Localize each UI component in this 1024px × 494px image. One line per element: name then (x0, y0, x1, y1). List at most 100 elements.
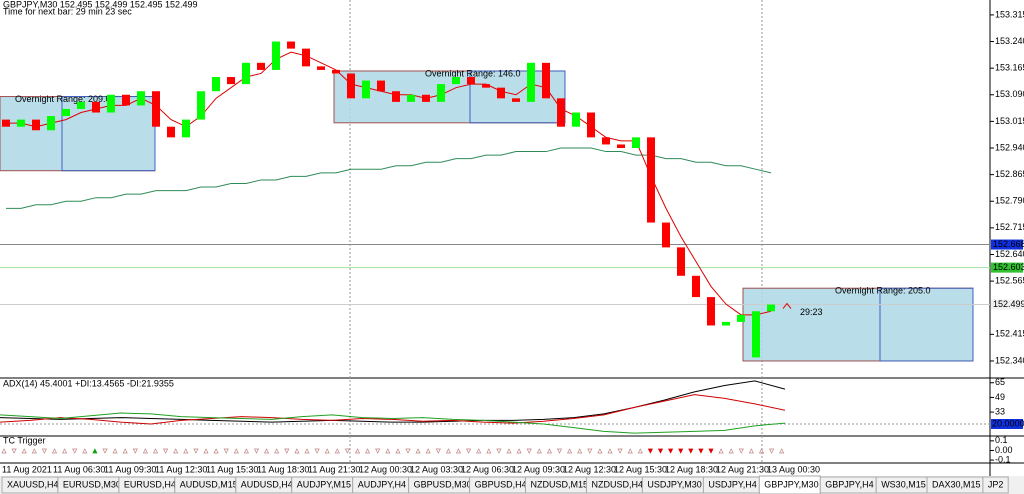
adx-level-tag (991, 419, 1023, 429)
candle (572, 112, 580, 127)
candle (662, 222, 670, 248)
tc-arrow (102, 448, 108, 454)
price-tick-label: 152.790 (995, 196, 1024, 206)
price-tick-label: 153.015 (995, 116, 1024, 126)
tc-tick-label: 0.1 (995, 435, 1008, 445)
candle (287, 41, 295, 49)
tc-arrow (284, 448, 290, 454)
tab-label[interactable]: GBPUSD,M30 (414, 479, 472, 489)
candle (452, 77, 460, 85)
tab-label[interactable]: GBPJPY,M30 (764, 479, 818, 489)
adx-title: ADX(14) 45.4001 +DI:13.4565 -DI:21.9355 (3, 378, 174, 388)
candle (617, 144, 625, 149)
tc-arrow (395, 448, 401, 454)
tab-label[interactable]: USDJPY,H4 (708, 479, 756, 489)
candle (32, 119, 40, 131)
candle (122, 94, 130, 106)
tc-arrow (425, 448, 431, 454)
tc-arrow (152, 448, 159, 454)
price-tick-label: 152.715 (995, 222, 1024, 232)
tab-label[interactable]: AUDJPY,H4 (358, 479, 406, 489)
candle (497, 87, 505, 99)
tc-arrow (132, 448, 138, 454)
x-tick-label: 12 Aug 18:30 (665, 464, 718, 474)
tc-arrow (274, 448, 280, 454)
candle (512, 98, 520, 102)
tc-arrow (264, 448, 270, 454)
tc-arrow (617, 448, 623, 454)
tc-arrow (718, 448, 724, 454)
tab[interactable] (982, 476, 1009, 494)
candle (707, 297, 715, 326)
price-tag (991, 299, 1023, 310)
candle (107, 94, 115, 113)
candle (272, 41, 280, 70)
tc-arrow (51, 448, 58, 454)
price-tick-label: 153.240 (995, 36, 1024, 46)
tc-arrow (223, 448, 229, 454)
x-tick-label: 12 Aug 09:30 (512, 464, 565, 474)
moving-average (6, 147, 772, 209)
tc-title: TC Trigger (3, 435, 46, 445)
bar-timer: Time for next bar: 29 min 23 sec (3, 6, 132, 16)
tc-arrow (405, 448, 411, 454)
tab-label[interactable]: NZDUSD,H4 (592, 479, 644, 489)
tab-label[interactable]: AUDUSD,H4 (241, 479, 293, 489)
tab-label[interactable]: WS30,M15 (881, 479, 926, 489)
tab-label[interactable]: NZDUSD,M15 (531, 479, 589, 489)
overnight-range-inner (469, 70, 566, 124)
overnight-range-box (742, 287, 974, 362)
price-tag (991, 262, 1023, 273)
tc-arrow (31, 448, 37, 454)
x-tick-label: 11 Aug 21:30 (308, 464, 360, 474)
candle (2, 119, 10, 127)
tc-arrow (607, 448, 613, 454)
tab-label[interactable]: JP2 (988, 479, 1004, 489)
candle (692, 275, 700, 298)
tab-label[interactable]: XAUUSD,H4 (7, 479, 59, 489)
tc-arrow (698, 448, 704, 454)
tc-arrow (243, 448, 249, 454)
tab-label[interactable]: GBPJPY,H4 (825, 479, 873, 489)
tab-label[interactable]: DAX30,M15 (932, 479, 981, 489)
tab-label[interactable]: AUDUSD,M15 (180, 479, 238, 489)
candle (17, 119, 25, 127)
x-tick-label: 12 Aug 03:30 (410, 464, 463, 474)
tab-label[interactable]: EURUSD,H4 (124, 479, 176, 489)
x-tick-label: 11 Aug 2021 (2, 464, 52, 474)
tab-label[interactable]: USDJPY,M30 (647, 479, 701, 489)
x-tick-label: 11 Aug 09:30 (104, 464, 156, 474)
tc-arrow (385, 448, 391, 454)
price-tick-label: 152.340 (995, 355, 1024, 365)
tab-label[interactable]: EURUSD,M30 (63, 479, 121, 489)
tab-label[interactable]: AUDJPY,M15 (297, 479, 351, 489)
tc-arrow (769, 448, 775, 454)
candle (152, 91, 160, 127)
price-tag (991, 239, 1023, 250)
tab-label[interactable]: GBPUSD,H4 (475, 479, 527, 489)
candle (227, 77, 235, 85)
tc-arrow (668, 448, 674, 454)
tc-arrow (92, 448, 98, 454)
tc-arrow (486, 448, 492, 454)
tc-arrow (779, 448, 785, 454)
overnight-range-label: Overnight Range: 205.0 (835, 286, 931, 296)
tc-arrow (597, 448, 603, 454)
price-tick-label: 152.640 (995, 249, 1024, 259)
price-tick-label: 153.315 (995, 9, 1024, 19)
x-tick-label: 12 Aug 15:30 (614, 464, 667, 474)
tc-arrow (213, 448, 219, 454)
tc-arrow (82, 448, 88, 454)
price-tick-label: 153.090 (995, 89, 1024, 99)
x-tick-label: 13 Aug 00:30 (767, 464, 820, 474)
tc-tick-label: -0.1 (995, 454, 1011, 464)
tc-arrow (637, 448, 643, 454)
tc-arrow (728, 448, 734, 454)
x-tick-label: 12 Aug 06:30 (461, 464, 514, 474)
candle (407, 94, 415, 102)
tc-arrow (142, 448, 148, 454)
tc-arrow (678, 448, 684, 454)
tc-arrow (415, 448, 421, 454)
overnight-range-label: Overnight Range: 146.0 (425, 68, 521, 78)
